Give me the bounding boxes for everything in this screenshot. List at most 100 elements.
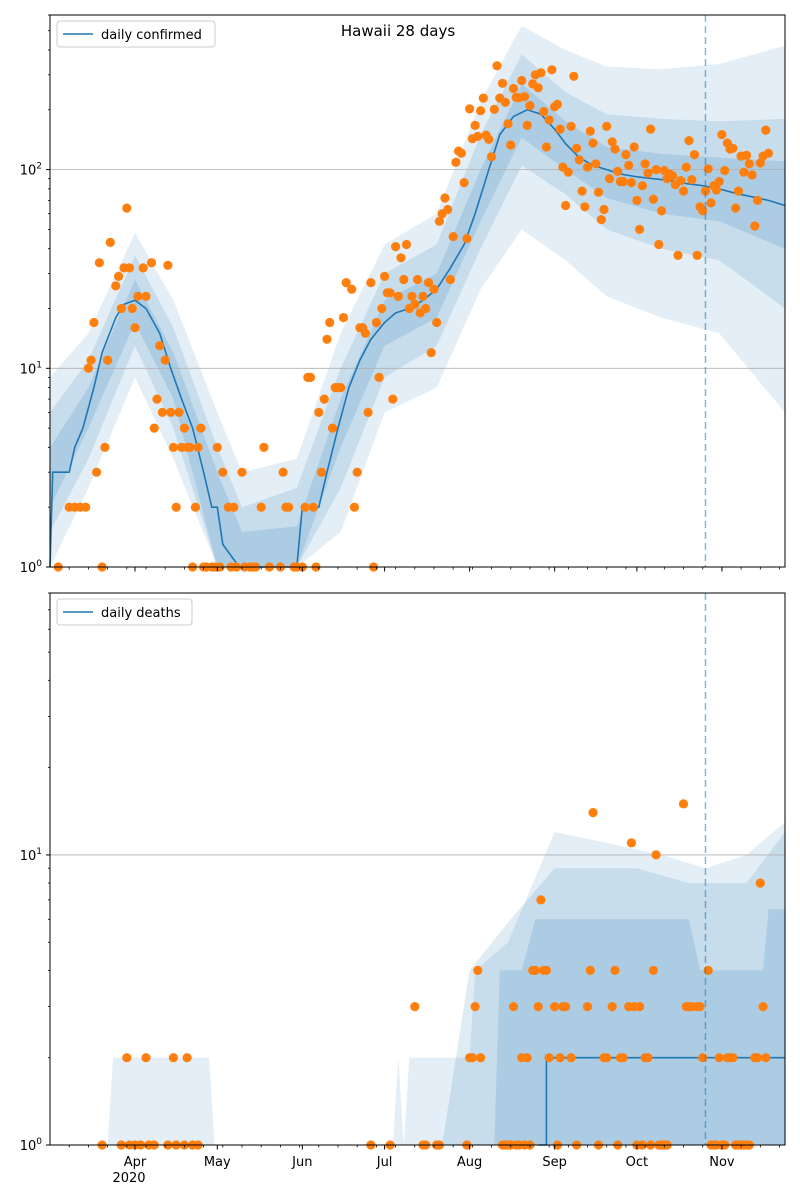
observed-point [678,186,689,196]
x-tick-label: Apr [124,1155,147,1170]
observed-point [596,215,606,225]
observed-point [651,165,661,175]
observed-point [473,131,483,141]
observed-point [484,134,494,144]
observed-point [651,850,661,860]
observed-point [544,1053,554,1063]
observed-point [146,258,157,268]
observed-point [604,174,615,184]
band-95-area [50,25,785,567]
observed-point [127,303,137,314]
observed-point [456,148,466,158]
x-axis-year-label: 2020 [112,1171,145,1186]
legend-box [56,20,216,48]
observed-point [574,155,584,165]
observed-point [637,181,648,191]
observed-point [237,467,247,477]
observed-point [618,177,628,187]
observed-point [517,75,527,86]
band-80-area [442,832,785,1145]
observed-point [761,125,771,135]
observed-point [412,274,423,285]
observed-point [536,895,546,905]
observed-point [314,407,324,417]
observed-point [569,71,579,81]
band-50-area [50,83,785,568]
observed-point [530,965,541,976]
observed-point [555,1053,565,1063]
observed-point [105,237,115,247]
observed-point [695,1002,705,1012]
observed-point [643,168,653,178]
observed-point [602,121,612,131]
legend-box [56,598,193,626]
observed-point [218,467,228,477]
observed-point [81,502,91,512]
observed-point [86,355,96,365]
observed-point [714,1053,724,1063]
observed-point [418,291,428,301]
confirmed-observed-points [53,61,774,572]
observed-point [643,1053,653,1063]
observed-point [256,502,266,512]
observed-point [731,203,741,213]
observed-point [377,303,387,314]
observed-point [426,348,436,358]
observed-point [758,1002,768,1012]
x-tick-label: Aug [457,1155,482,1170]
x-tick-label: May [204,1155,231,1170]
observed-point [168,442,178,452]
observed-point [640,159,650,169]
observed-point [621,150,631,160]
observed-point [467,1053,477,1063]
observed-point [681,162,691,172]
observed-point [100,442,110,452]
observed-point [196,423,206,433]
observed-point [733,186,744,196]
confirmed-legend: daily confirmed [56,20,216,48]
observed-point [657,206,667,216]
observed-point [374,372,384,382]
observed-point [763,148,774,158]
observed-point [451,157,461,167]
observed-point [371,317,381,328]
observed-point [138,263,148,273]
observed-point [508,83,519,94]
observed-point [470,1002,480,1012]
observed-point [563,167,573,177]
observed-point [692,250,702,260]
observed-point [478,93,488,103]
observed-point [160,355,170,365]
observed-point [541,142,552,152]
observed-point [163,260,173,270]
observed-point [212,442,222,452]
observed-point [555,124,565,134]
observed-point [122,1053,132,1063]
observed-point [588,808,598,818]
observed-point [360,328,370,338]
deaths-x-axis: Apr May Jun Jul Aug Sep Oct Nov [68,1145,780,1170]
chart-title: Hawaii 28 days [341,22,455,40]
observed-point [635,1002,645,1012]
observed-point [497,78,508,88]
observed-point [755,878,765,888]
confirmed-x-ticks [68,567,780,572]
observed-point [476,1053,486,1063]
observed-point [410,1002,420,1012]
observed-point [380,271,390,281]
observed-point [607,137,617,147]
deaths-uncertainty-bands [107,821,786,1145]
observed-point [552,99,563,109]
observed-point [111,281,121,291]
observed-point [742,150,752,160]
observed-point [753,195,763,205]
observed-point [327,423,338,433]
legend-label: daily confirmed [101,28,202,43]
legend-label: daily deaths [101,606,181,621]
observed-point [103,355,113,365]
x-tick-label: Sep [542,1155,567,1170]
observed-point [316,467,327,477]
observed-point [193,442,203,452]
